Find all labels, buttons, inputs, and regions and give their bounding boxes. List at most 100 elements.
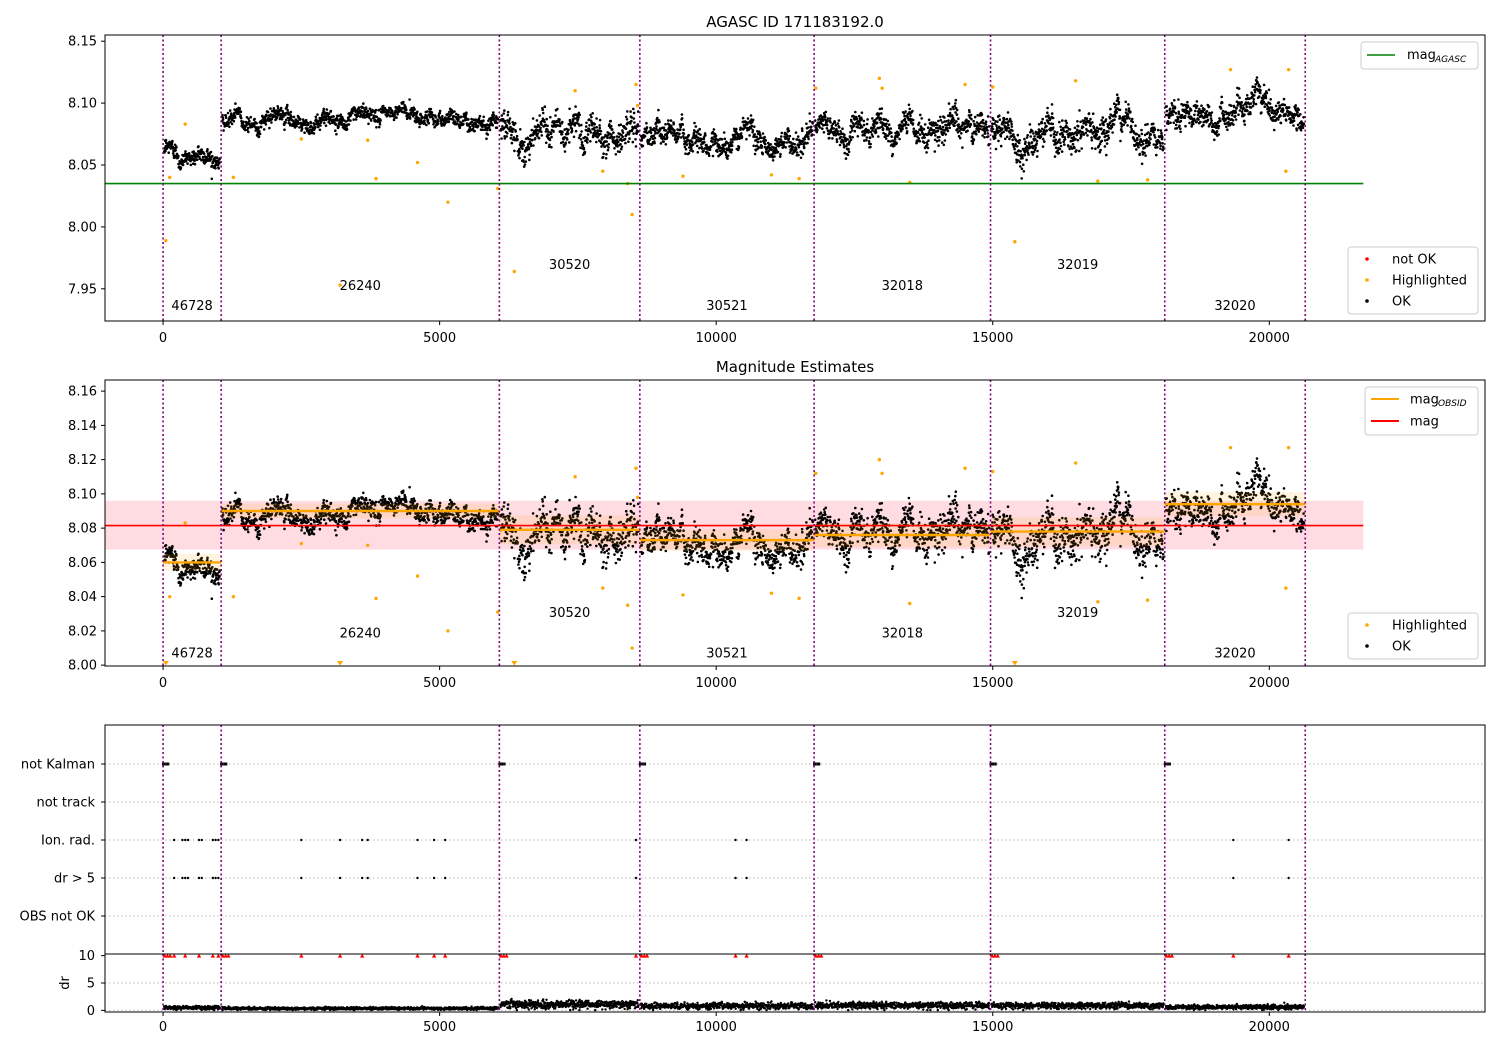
- ok-point: [821, 127, 824, 130]
- ok-point: [1249, 102, 1253, 105]
- ok-point: [612, 131, 615, 134]
- ok-point: [1093, 128, 1097, 132]
- p1-ytick-label: 8.10: [68, 97, 97, 112]
- ok-point: [1050, 112, 1054, 115]
- ok-point: [230, 514, 234, 517]
- ok-point: [869, 145, 872, 149]
- ok-point: [871, 117, 874, 120]
- ok-point: [954, 98, 958, 102]
- ok-point: [1113, 113, 1117, 116]
- ok-point: [448, 110, 451, 114]
- ok-point: [1237, 87, 1241, 90]
- ok-point: [880, 107, 884, 110]
- ok-point: [891, 152, 894, 156]
- ok-point: [225, 522, 229, 525]
- ok-point: [837, 119, 841, 122]
- ok-point: [733, 138, 737, 141]
- ok-point: [1091, 121, 1094, 124]
- ok-point: [299, 513, 302, 516]
- ok-point: [943, 129, 947, 132]
- ok-point: [1002, 118, 1006, 121]
- ok-point: [952, 107, 955, 111]
- ok-point: [1226, 111, 1230, 115]
- ok-point: [503, 109, 506, 112]
- ok-point: [526, 143, 530, 146]
- ok-point: [631, 140, 635, 144]
- ok-point: [1264, 96, 1268, 100]
- ok-point: [617, 140, 620, 144]
- ok-point: [1274, 119, 1278, 122]
- ok-point: [306, 127, 309, 130]
- ok-point: [1256, 81, 1259, 84]
- ok-point: [774, 137, 778, 140]
- ok-point: [1252, 98, 1256, 101]
- ok-point: [353, 108, 357, 111]
- ok-point: [299, 118, 302, 121]
- ok-point: [890, 131, 893, 134]
- ok-point: [953, 124, 956, 128]
- ok-point: [699, 133, 702, 136]
- ok-point: [1170, 102, 1174, 105]
- ok-point: [1109, 107, 1112, 111]
- ok-point: [726, 157, 729, 160]
- ok-point: [347, 117, 350, 121]
- ok-point: [280, 513, 284, 516]
- ok-point: [1183, 114, 1187, 118]
- ok-point: [711, 140, 714, 144]
- ok-point: [1188, 110, 1191, 113]
- ok-point: [1299, 128, 1303, 132]
- ok-point: [598, 126, 602, 130]
- ok-point: [1172, 121, 1176, 124]
- ok-point: [345, 128, 349, 131]
- ok-point: [937, 139, 941, 142]
- ok-point: [238, 107, 242, 110]
- ok-point: [632, 117, 636, 120]
- ok-point: [513, 149, 516, 153]
- ok-point: [800, 127, 804, 130]
- ok-point: [1268, 102, 1272, 105]
- ok-point: [822, 131, 826, 134]
- ok-point: [266, 110, 270, 114]
- ok-point: [277, 504, 280, 508]
- ok-point: [374, 500, 378, 504]
- ok-point: [315, 118, 318, 122]
- ok-point: [987, 143, 991, 146]
- ok-point: [1058, 120, 1061, 124]
- ok-point: [507, 119, 511, 122]
- ok-point: [1094, 147, 1097, 150]
- ok-point: [1265, 103, 1269, 107]
- ok-point: [1060, 128, 1063, 132]
- ok-point: [947, 119, 950, 122]
- ok-point: [1072, 135, 1076, 139]
- ok-point: [1058, 138, 1061, 141]
- ok-point: [602, 136, 606, 139]
- ok-point: [1052, 132, 1056, 136]
- ok-point: [1147, 143, 1151, 147]
- ok-point: [200, 148, 203, 151]
- ok-point: [1265, 91, 1269, 95]
- highlighted-point: [1145, 178, 1150, 182]
- ok-point: [327, 112, 331, 115]
- highlighted-point: [634, 82, 638, 87]
- ok-point: [694, 125, 698, 128]
- ok-point: [1167, 122, 1170, 126]
- ok-point: [206, 572, 210, 575]
- ok-point: [869, 130, 873, 134]
- ok-point: [1249, 112, 1252, 116]
- ok-point: [880, 112, 883, 115]
- ok-point: [1149, 137, 1152, 141]
- ok-point: [237, 505, 240, 509]
- ok-point: [987, 135, 990, 138]
- ok-point: [680, 117, 684, 120]
- ok-point: [991, 127, 995, 131]
- ok-point: [496, 117, 500, 121]
- ok-point: [323, 112, 327, 115]
- ok-point: [1198, 107, 1201, 111]
- ok-point: [215, 568, 219, 571]
- ok-point: [1206, 118, 1210, 122]
- ok-point: [353, 499, 357, 503]
- ok-point: [1273, 111, 1276, 115]
- ok-point: [284, 113, 287, 117]
- highlighted-point: [1286, 67, 1291, 72]
- ok-point: [682, 135, 685, 138]
